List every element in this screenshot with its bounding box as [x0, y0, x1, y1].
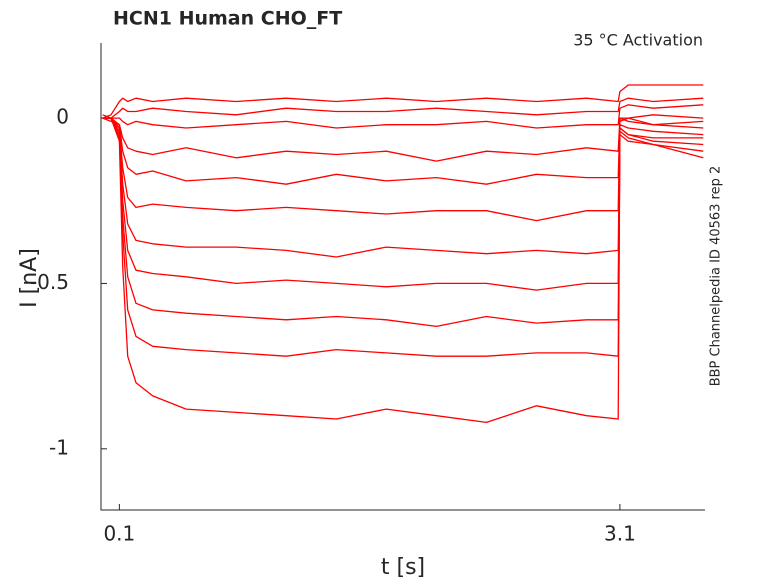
x-tick-label: 0.1: [103, 522, 135, 546]
trace: [102, 117, 704, 357]
x-tick-label: 3.1: [604, 522, 636, 546]
trace: [102, 97, 704, 119]
y-axis-label: I [nA]: [17, 248, 42, 308]
chart-title: HCN1 Human CHO_FT: [113, 8, 342, 30]
chart-subtitle: 35 °C Activation: [573, 31, 703, 50]
x-axis-label: t [s]: [381, 555, 425, 580]
y-tick-label: -1: [49, 435, 69, 459]
y-tick-label: 0: [56, 105, 69, 129]
trace: [102, 117, 704, 258]
trace: [102, 84, 704, 119]
trace: [102, 117, 704, 291]
trace: [102, 114, 704, 162]
trace: [102, 104, 704, 129]
trace: [102, 117, 704, 424]
side-note: BBP Channelpedia ID 40563 rep 2: [709, 166, 724, 387]
axis-lines: [100, 43, 705, 511]
trace: [102, 117, 704, 222]
y-tick-label: -0.5: [30, 270, 69, 294]
